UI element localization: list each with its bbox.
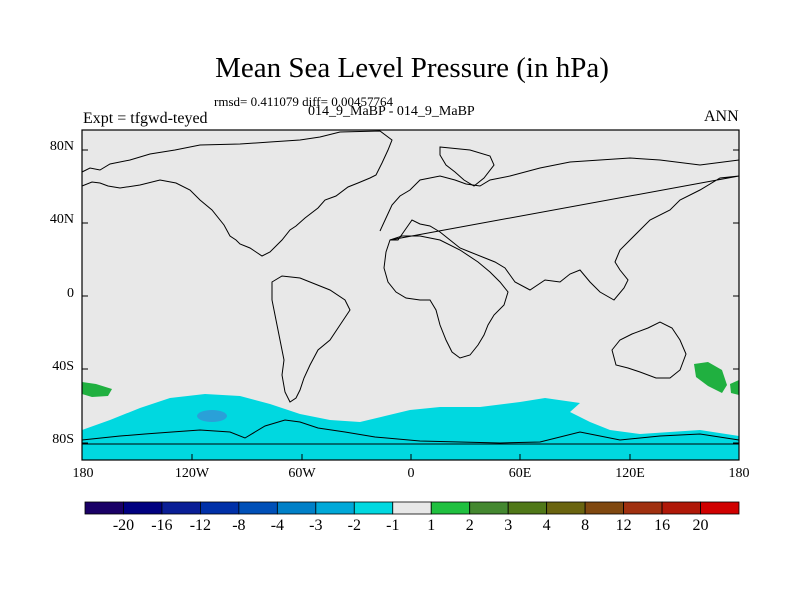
- colorbar-box: [238, 501, 278, 515]
- coastlines: [81, 130, 740, 445]
- colorbar-label: 2: [465, 517, 474, 534]
- runs-line: 014_9_MaBP - 014_9_MaBP: [308, 104, 475, 119]
- amundsen-sea-low: [197, 410, 227, 422]
- coast-antarctica: [81, 419, 740, 444]
- plot-title: Mean Sea Level Pressure (in hPa): [215, 52, 609, 84]
- colorbar-box: [200, 501, 240, 515]
- lat-label-80n: 80N: [49, 139, 74, 154]
- colorbar-label: 4: [542, 517, 551, 534]
- colorbar-label: 16: [654, 517, 671, 534]
- colorbar-label: 20: [692, 517, 709, 534]
- colorbar-box: [546, 501, 586, 515]
- colorbar-box: [123, 501, 163, 515]
- colorbar-label: 12: [615, 517, 632, 534]
- lat-label-40n: 40N: [49, 212, 74, 227]
- coast-australia: [611, 321, 687, 379]
- colorbar-label: 1: [427, 517, 436, 534]
- colorbar-label: -20: [112, 517, 135, 534]
- coast-africa: [383, 235, 509, 359]
- colorbar-label: -1: [386, 517, 400, 534]
- lon-label-60w: 60W: [288, 466, 316, 481]
- colorbar-label: -12: [189, 517, 212, 534]
- colorbar-box: [623, 501, 663, 515]
- colorbar-label: -2: [347, 517, 361, 534]
- lat-label-40s: 40S: [52, 359, 74, 374]
- coast-north-america: [81, 130, 393, 257]
- colorbar-box: [700, 501, 740, 515]
- coast-greenland: [439, 146, 495, 187]
- lon-label-60e: 60E: [508, 466, 532, 481]
- colorbar-label: -8: [232, 517, 246, 534]
- east-new-zealand-positive: [694, 362, 727, 393]
- lon-label-0: 0: [407, 466, 415, 481]
- colorbar-box: [661, 501, 701, 515]
- positive-east-edge: [730, 380, 739, 395]
- lon-label-120w: 120W: [174, 466, 210, 481]
- colorbar-box: [315, 501, 355, 515]
- colorbar-label: 8: [581, 517, 590, 534]
- colorbar-box: [84, 501, 124, 515]
- lon-label-180w: 180: [72, 466, 94, 481]
- season-label: ANN: [704, 108, 739, 125]
- colorbar-box: [584, 501, 624, 515]
- colorbar-label: -3: [309, 517, 323, 534]
- experiment-label: Expt = tfgwd-teyed: [83, 110, 208, 127]
- south-pacific-positive-west: [82, 382, 112, 397]
- lat-label-eq: 0: [67, 286, 74, 301]
- lon-label-120e: 120E: [615, 466, 645, 481]
- stats-line: rmsd= 0.411079 diff= 0.00457764: [214, 94, 393, 109]
- colorbar-box: [276, 501, 317, 515]
- axis-ticks: [82, 149, 739, 460]
- colorbar-box: [161, 501, 201, 515]
- colorbar-box: [469, 501, 509, 515]
- colorbar-label: -16: [151, 517, 173, 534]
- colorbar-box: [353, 501, 394, 515]
- coast-eurasia: [379, 157, 740, 301]
- lon-label-180e: 180: [728, 466, 750, 481]
- coast-south-america: [271, 275, 351, 403]
- colorbar-box: [430, 501, 471, 515]
- colorbar-label: 3: [504, 517, 513, 534]
- colorbar-label: -4: [270, 517, 285, 534]
- colorbar: [84, 501, 740, 515]
- colorbar-box: [507, 501, 548, 515]
- colorbar-box: [392, 501, 432, 515]
- lat-label-80s: 80S: [52, 432, 74, 447]
